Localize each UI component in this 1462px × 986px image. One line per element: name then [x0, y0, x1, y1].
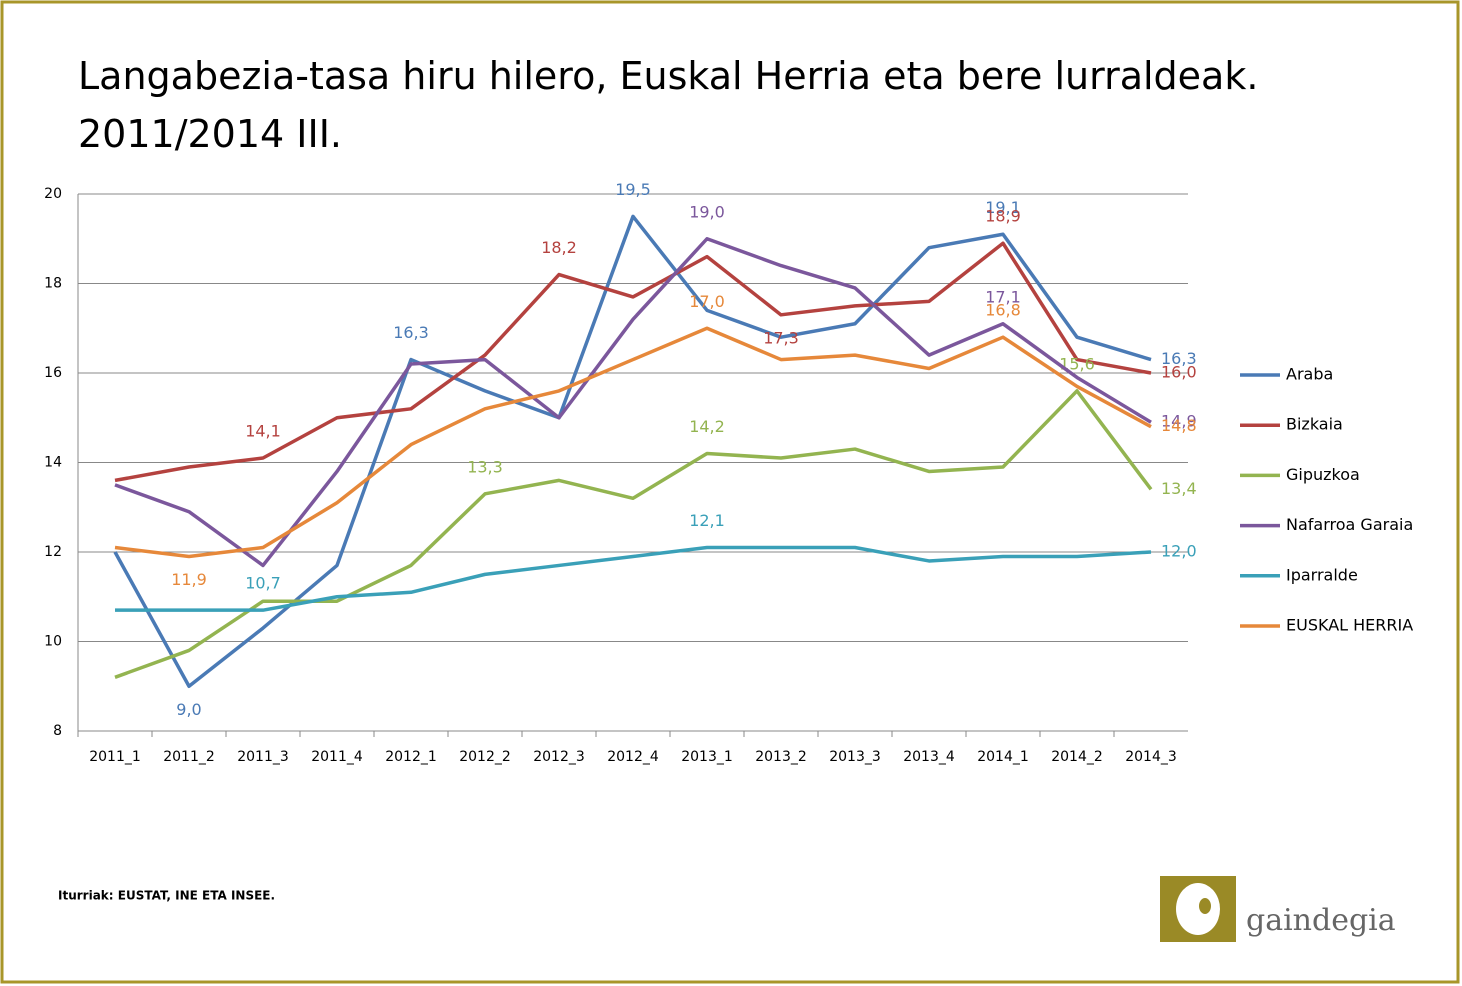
- data-label: 16,8: [985, 301, 1021, 320]
- x-tick-label: 2011_1: [89, 749, 141, 765]
- data-label: 14,1: [245, 422, 281, 441]
- logo-text: gaindegia: [1246, 903, 1396, 938]
- legend-label: Bizkaia: [1286, 415, 1343, 434]
- x-tick-label: 2013_1: [681, 749, 733, 765]
- data-label: 11,9: [171, 570, 207, 589]
- data-label: 18,2: [541, 238, 577, 257]
- y-tick-label: 14: [44, 455, 62, 471]
- x-tick-label: 2013_4: [903, 749, 955, 765]
- y-tick-label: 18: [44, 276, 62, 292]
- x-tick-label: 2012_3: [533, 749, 585, 765]
- legend-label: Iparralde: [1286, 565, 1358, 584]
- x-tick-label: 2012_2: [459, 749, 511, 765]
- legend-label: Araba: [1286, 365, 1333, 384]
- x-tick-label: 2013_2: [755, 749, 807, 765]
- x-tick-label: 2012_4: [607, 749, 659, 765]
- data-label: 18,9: [985, 207, 1021, 226]
- data-label: 16,3: [1161, 349, 1197, 368]
- line-series: [114, 389, 1153, 679]
- chart-title: Langabezia-tasa hiru hilero, Euskal Herr…: [78, 54, 1258, 156]
- logo-o: [1176, 883, 1220, 935]
- data-label: 19,1: [985, 198, 1021, 217]
- data-label: 12,1: [689, 511, 725, 530]
- x-tick-label: 2012_1: [385, 749, 437, 765]
- data-label: 13,3: [467, 457, 503, 476]
- data-label: 17,0: [689, 292, 725, 311]
- x-tick-label: 2011_2: [163, 749, 215, 765]
- data-label: 14,2: [689, 417, 725, 436]
- x-tick-label: 2014_1: [977, 749, 1029, 765]
- data-label: 17,3: [763, 328, 799, 347]
- x-tick-label: 2011_3: [237, 749, 289, 765]
- legend-label: EUSKAL HERRIA: [1286, 616, 1413, 635]
- legend-label: Nafarroa Garaia: [1286, 515, 1413, 534]
- line-series: [114, 326, 1152, 559]
- line-series: [114, 241, 1152, 483]
- x-tick-label: 2013_3: [829, 749, 881, 765]
- data-label: 9,0: [176, 700, 201, 719]
- y-tick-label: 12: [44, 544, 62, 560]
- data-label: 16,3: [393, 323, 429, 342]
- y-tick-label: 10: [44, 634, 62, 650]
- data-label: 15,6: [1059, 354, 1095, 373]
- y-tick-label: 20: [44, 186, 62, 202]
- data-label: 17,1: [985, 287, 1021, 306]
- legend-label: Gipuzkoa: [1286, 465, 1360, 484]
- data-label: 19,5: [615, 180, 651, 199]
- logo-dot: [1199, 898, 1211, 914]
- x-tick-label: 2014_3: [1125, 749, 1177, 765]
- data-label: 13,4: [1161, 479, 1197, 498]
- data-label: 14,9: [1161, 412, 1197, 431]
- data-label: 16,0: [1161, 363, 1197, 382]
- x-tick-label: 2011_4: [311, 749, 363, 765]
- line-series: [115, 545, 1152, 612]
- data-label: 19,0: [689, 202, 725, 221]
- data-label: 10,7: [245, 574, 281, 593]
- y-tick-label: 16: [44, 365, 62, 381]
- y-tick-label: 8: [53, 723, 62, 739]
- data-label: 14,8: [1161, 416, 1197, 435]
- logo: gaindegia: [1160, 876, 1396, 942]
- x-tick-label: 2014_2: [1051, 749, 1103, 765]
- source-note: Iturriak: EUSTAT, INE ETA INSEE.: [58, 889, 275, 903]
- data-label: 12,0: [1161, 542, 1197, 561]
